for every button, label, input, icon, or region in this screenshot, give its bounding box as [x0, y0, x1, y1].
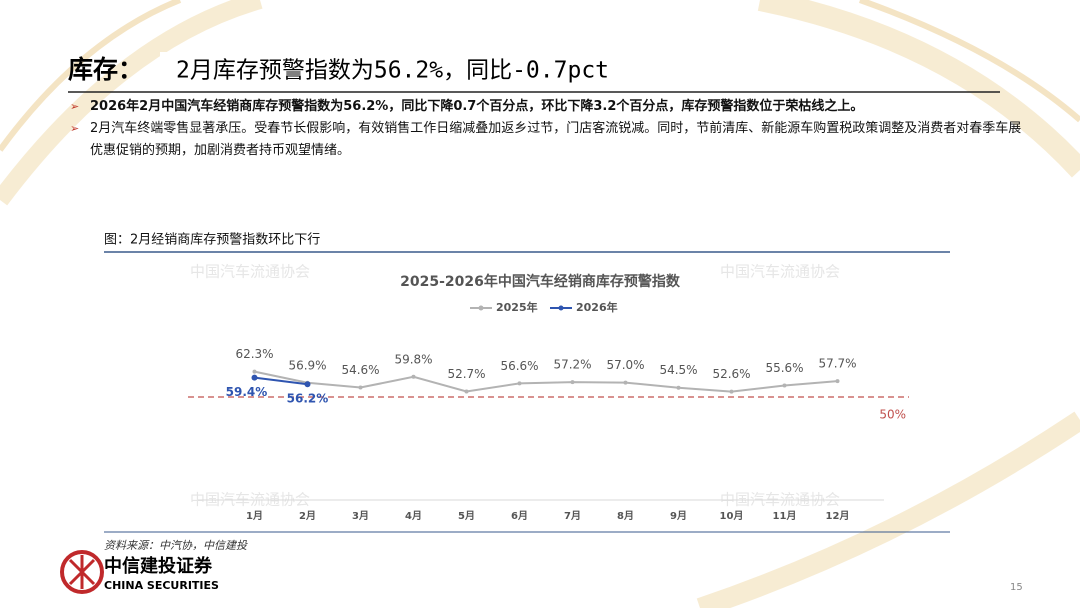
x-tick-label: 8月	[617, 510, 634, 522]
legend-swatch	[558, 305, 564, 311]
data-label: 52.7%	[447, 367, 485, 381]
x-tick-label: 11月	[773, 510, 797, 522]
title-label: 库存：	[68, 55, 143, 84]
point	[464, 389, 469, 394]
point	[570, 380, 575, 385]
x-tick-label: 7月	[564, 510, 581, 522]
source: 资料来源：中汽协，中信建投	[104, 539, 248, 552]
figure-caption: 图：2月经销商库存预警指数环比下行	[104, 232, 320, 248]
brand-en: CHINA SECURITIES	[104, 579, 219, 592]
x-tick-label: 3月	[352, 510, 369, 522]
decor	[858, 0, 1080, 123]
point	[411, 374, 416, 379]
point	[782, 383, 787, 388]
point	[729, 389, 734, 394]
bullet: 2月汽车终端零售显著承压。受春节长假影响，有效销售工作日缩减叠加返乡过节，门店客…	[68, 118, 1030, 162]
data-label: 56.2%	[287, 392, 329, 406]
data-label: 54.6%	[341, 363, 379, 377]
series-line	[254, 376, 308, 386]
decor	[0, 0, 182, 152]
point	[623, 380, 628, 385]
series-line	[254, 370, 838, 393]
logo	[60, 550, 104, 594]
chart-title: 2025-2026年中国汽车经销商库存预警指数	[400, 273, 681, 290]
x-tick-label: 12月	[826, 510, 850, 522]
brand: 中信建投证券	[104, 555, 213, 577]
bullet: 2026年2月中国汽车经销商库存预警指数为56.2%，同比下降0.7个百分点，环…	[68, 96, 1030, 118]
logo	[68, 555, 96, 589]
point	[304, 381, 311, 388]
reference-label: 50%	[879, 408, 906, 422]
data-label: 52.6%	[712, 367, 750, 381]
legend-label: 2025年	[496, 300, 538, 314]
x-tick-label: 4月	[405, 510, 422, 522]
data-label: 57.2%	[553, 358, 591, 372]
title-box	[160, 52, 745, 88]
data-label: 56.6%	[500, 359, 538, 373]
x-tick-label: 1月	[246, 510, 263, 522]
data-label: 59.4%	[226, 385, 268, 399]
data-label: 59.8%	[394, 352, 432, 366]
watermark: 中国汽车流通协会	[720, 263, 840, 281]
data-label: 54.5%	[659, 363, 697, 377]
x-tick-label: 2月	[299, 510, 316, 522]
data-label: 57.7%	[818, 357, 856, 371]
decor	[757, 0, 1080, 178]
x-tick-label: 5月	[458, 510, 475, 522]
point	[358, 385, 363, 390]
point	[251, 374, 258, 381]
x-tick-label: 6月	[511, 510, 528, 522]
decor	[0, 0, 263, 206]
decor	[696, 411, 1080, 608]
watermark: 中国汽车流通协会	[190, 263, 310, 281]
data-label: 62.3%	[235, 347, 273, 361]
point	[252, 369, 257, 374]
legend-label: 2026年	[576, 300, 618, 314]
point	[517, 381, 522, 386]
x-tick-label: 9月	[670, 510, 687, 522]
x-tick-label: 10月	[720, 510, 744, 522]
point	[835, 379, 840, 384]
data-label: 57.0%	[606, 358, 644, 372]
title: 2月库存预警指数为56.2%，同比-0.7pct	[176, 58, 609, 84]
legend-swatch	[478, 305, 484, 311]
data-label: 56.9%	[288, 358, 326, 372]
page-number: 15	[1010, 582, 1023, 593]
data-label: 55.6%	[765, 361, 803, 375]
point	[676, 385, 681, 390]
